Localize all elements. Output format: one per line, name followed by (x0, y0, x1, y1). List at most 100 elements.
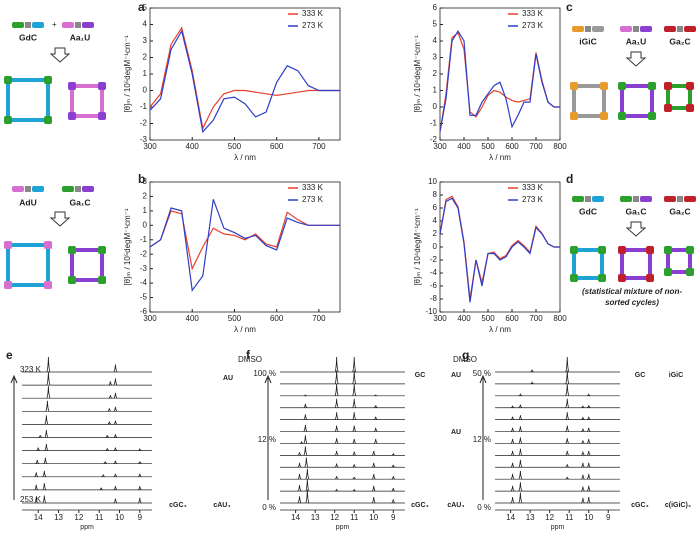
cycle-corner (98, 112, 106, 120)
nmr-peak (305, 489, 310, 504)
nmr-peak (352, 356, 357, 373)
nmr-peak (586, 473, 591, 480)
y-tick-label: 3 (433, 53, 438, 62)
nmr-peak (42, 470, 47, 478)
cycle-corner (686, 82, 694, 90)
nmr-peak (510, 438, 515, 444)
nmr-peak (334, 488, 339, 492)
species-label: GC (415, 372, 426, 379)
nmr-peak (510, 416, 515, 420)
nmr-peak (510, 462, 515, 468)
cycle-corner (648, 112, 656, 120)
nmr-peak (46, 371, 51, 386)
x-tick-label: 11 (565, 513, 574, 522)
y-tick-label: 2 (433, 229, 438, 238)
monomer-icon (572, 196, 584, 202)
monomer-label: GdC (579, 206, 597, 216)
nmr-peak (334, 412, 339, 420)
nmr-peak (371, 473, 376, 480)
nmr-peak (113, 486, 118, 491)
cycle-corner (664, 82, 672, 90)
monomer-icon (585, 26, 591, 32)
species-label: iGiC (669, 372, 683, 379)
cycle-icon (666, 248, 692, 274)
y-axis-label: [θ]ₘ / 10⁴degM⁻¹cm⁻¹ (413, 35, 422, 113)
x-tick-label: 10 (369, 513, 378, 522)
nmr-peak (565, 438, 570, 444)
y-tick-label: 1 (143, 206, 148, 215)
monomer-icon (592, 26, 604, 32)
y-tick-label: -3 (140, 264, 148, 273)
nmr-peak (586, 405, 591, 409)
y-tick-label: 1 (143, 69, 148, 78)
y-tick-label: 0 (433, 242, 438, 251)
x-tick-label: 13 (311, 513, 320, 522)
side-label: 0 % (477, 503, 491, 512)
nmr-peak (108, 381, 113, 386)
cycle-corner (598, 246, 606, 254)
nmr-peak (99, 487, 103, 491)
side-label: 253 K (20, 495, 42, 504)
nmr-peak (113, 434, 118, 438)
monomer-label: Ga₂C (669, 206, 690, 216)
nmr-peak (34, 496, 39, 504)
cycle-icon (70, 84, 104, 118)
cycle-corner (664, 246, 672, 254)
nmr-peak (303, 424, 308, 432)
nmr-peak (34, 472, 39, 478)
nmr-peak (371, 485, 376, 492)
nmr-peak (105, 448, 110, 451)
nmr-peak (518, 492, 523, 504)
cd-curve (439, 197, 560, 303)
nmr-peak (334, 476, 339, 480)
cycle-corner (68, 82, 76, 90)
cycle-corner (600, 82, 608, 90)
x-tick-label: 400 (186, 314, 200, 323)
y-tick-label: 5 (433, 20, 438, 29)
x-tick-label: 700 (529, 314, 543, 323)
x-tick-label: 500 (228, 142, 242, 151)
cycle-corner (68, 112, 76, 120)
nmr-peak (391, 476, 396, 480)
cycle-icon (572, 84, 606, 118)
x-tick-label: 700 (529, 142, 543, 151)
monomer-icon (62, 186, 74, 192)
cycle-corner (570, 112, 578, 120)
y-tick-label: -5 (140, 293, 148, 302)
nmr-peak (581, 474, 585, 480)
nmr-peak (586, 450, 591, 456)
x-tick-label: 10 (115, 513, 124, 522)
legend-label: 333 K (522, 183, 544, 192)
x-axis-label: ppm (551, 524, 565, 531)
nmr-peak (45, 400, 50, 412)
nmr-peak (303, 414, 308, 420)
cycle-icon (6, 78, 50, 122)
nmr-peak (103, 461, 108, 465)
nmr-peak (565, 425, 570, 432)
nmr-peak (518, 482, 523, 492)
monomer-label: Ga₁C (626, 206, 647, 216)
y-tick-label: -4 (140, 278, 148, 287)
monomer-icon (585, 196, 591, 202)
y-tick-label: 2 (143, 53, 148, 62)
y-tick-label: -6 (140, 307, 148, 316)
increase-arrow (10, 374, 18, 500)
cycle-corner (44, 281, 52, 289)
nmr-peak (352, 438, 357, 444)
y-tick-label: 2 (433, 69, 438, 78)
nmr-peak (303, 446, 308, 456)
cycle-corner (618, 112, 626, 120)
x-tick-label: 400 (186, 142, 200, 151)
x-tick-label: 800 (553, 142, 567, 151)
x-tick-label: 400 (457, 314, 471, 323)
nmr-peak (581, 451, 585, 456)
x-axis-label: ppm (80, 524, 94, 531)
increase-arrow (479, 374, 487, 500)
x-tick-label: 13 (526, 513, 535, 522)
nmr-peak (391, 452, 395, 456)
x-tick-label: 300 (433, 142, 447, 151)
nmr-peak (44, 429, 49, 438)
y-tick-label: 0 (433, 102, 438, 111)
cycle-icon (620, 248, 652, 280)
nmr-peak (299, 440, 304, 444)
